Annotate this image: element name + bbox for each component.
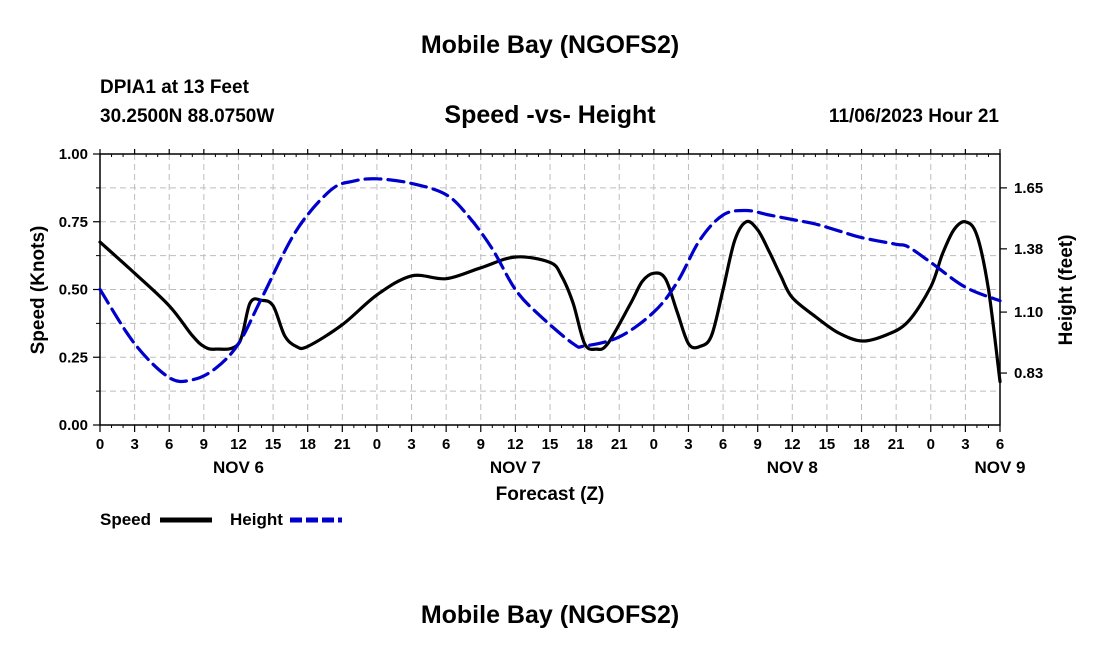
y-left-tick-label: 0.25	[59, 349, 88, 366]
x-tick-label: 21	[334, 436, 351, 453]
chart-title: Mobile Bay (NGOFS2)	[420, 31, 680, 59]
y-left-tick-label: 0.00	[59, 417, 88, 434]
station-label: DPIA1 at 13 Feet	[100, 77, 249, 98]
x-tick-label: 0	[373, 436, 381, 453]
x-tick-label: 9	[754, 436, 762, 453]
y-left-tick-label: 0.75	[59, 214, 88, 231]
y-right-tick-label: 1.65	[1014, 180, 1043, 197]
day-label: NOV 7	[490, 458, 541, 477]
series	[98, 177, 1002, 384]
x-tick-label: 12	[230, 436, 247, 453]
forecast-date: 11/06/2023 Hour 21	[828, 106, 999, 127]
chart-subtitle: Speed -vs- Height	[444, 101, 656, 129]
x-tick-label: 21	[888, 436, 905, 453]
x-tick-label: 12	[784, 436, 801, 453]
x-tick-label: 15	[819, 436, 836, 453]
legend: Speed Height	[100, 510, 342, 529]
x-tick-label: 3	[407, 436, 415, 453]
x-tick-label: 15	[265, 436, 282, 453]
footer-title: Mobile Bay (NGOFS2)	[420, 601, 680, 629]
x-tick-label: 9	[477, 436, 485, 453]
x-tick-label: 6	[719, 436, 727, 453]
y-axis-right-title: Height (feet)	[1056, 235, 1077, 346]
x-tick-label: 18	[853, 436, 870, 453]
day-label: NOV 6	[213, 458, 264, 477]
x-tick-label: 0	[96, 436, 104, 453]
legend-speed-label: Speed	[100, 510, 151, 529]
y-left-tick-label: 1.00	[59, 146, 88, 163]
x-axis-title: Forecast (Z)	[496, 484, 605, 505]
x-tick-label: 6	[442, 436, 450, 453]
x-tick-label: 18	[299, 436, 316, 453]
x-tick-label: 21	[611, 436, 628, 453]
axis-ticks	[93, 149, 1007, 432]
station-coordinates: 30.2500N 88.0750W	[100, 106, 275, 127]
x-tick-label: 6	[165, 436, 173, 453]
y-right-tick-label: 1.38	[1014, 241, 1043, 258]
grid	[100, 154, 1000, 425]
legend-height-label: Height	[230, 510, 283, 529]
x-tick-label: 3	[130, 436, 138, 453]
speed-series-line	[98, 219, 1002, 384]
height-series-line	[98, 177, 1002, 384]
y-left-tick-label: 0.50	[59, 282, 88, 299]
x-tick-label: 6	[996, 436, 1004, 453]
day-label: NOV 8	[767, 458, 818, 477]
axis-tick-labels: 0 3 6 9 12 15 18 21 0 3 6 9 12 15 18 21 0 3 6 9 12 15 18 21 0 3 6 N…	[59, 146, 1043, 477]
x-tick-label: 15	[542, 436, 559, 453]
y-right-tick-label: 1.10	[1014, 304, 1043, 321]
x-tick-label: 18	[576, 436, 593, 453]
x-tick-label: 0	[927, 436, 935, 453]
x-tick-label: 0	[650, 436, 658, 453]
x-tick-label: 3	[684, 436, 692, 453]
y-axis-left-title: Speed (Knots)	[28, 226, 49, 355]
x-tick-label: 12	[507, 436, 524, 453]
x-tick-label: 9	[200, 436, 208, 453]
x-tick-label: 3	[961, 436, 969, 453]
day-label: NOV 9	[974, 458, 1025, 477]
y-right-tick-label: 0.83	[1014, 365, 1043, 382]
